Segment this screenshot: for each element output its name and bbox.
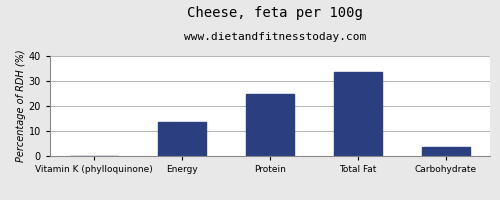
- Bar: [334, 72, 382, 156]
- Text: Cheese, feta per 100g: Cheese, feta per 100g: [187, 6, 363, 20]
- Text: www.dietandfitnesstoday.com: www.dietandfitnesstoday.com: [184, 32, 366, 42]
- Bar: [422, 147, 470, 156]
- Bar: [158, 122, 206, 156]
- Bar: [246, 94, 294, 156]
- Y-axis label: Percentage of RDH (%): Percentage of RDH (%): [16, 50, 26, 162]
